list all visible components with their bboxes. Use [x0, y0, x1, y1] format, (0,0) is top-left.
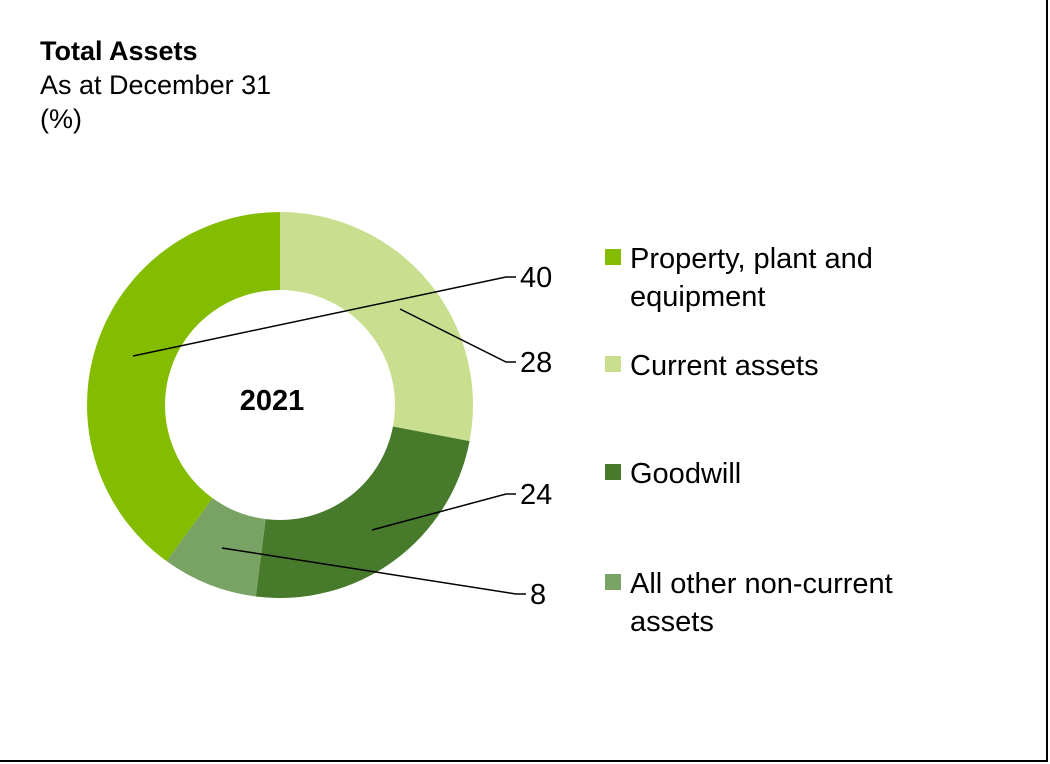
slice-current-assets [280, 212, 473, 442]
legend-item-goodwill: Goodwill [605, 455, 950, 493]
legend-swatch [605, 249, 621, 265]
legend-swatch [605, 464, 621, 480]
chart-unit-label: (%) [40, 104, 82, 134]
legend-label: Property, plant and equipment [630, 243, 873, 313]
data-label-current-assets: 28 [520, 347, 552, 379]
leader-line-goodwill [371, 493, 516, 531]
legend-swatch [605, 356, 621, 372]
legend-label: All other non-current assets [630, 568, 893, 638]
legend-item-current-assets: Current assets [605, 347, 950, 385]
leader-line-all-other-non-current-assets [221, 547, 526, 595]
data-label-goodwill: 24 [520, 479, 552, 511]
legend-item-all-other-non-current-assets: All other non-current assets [605, 565, 950, 641]
legend-label: Current assets [630, 350, 819, 382]
slice-all-other-non-current-assets [166, 498, 266, 597]
slice-property-plant-and-equipment [87, 212, 280, 562]
legend-swatch [605, 574, 621, 590]
legend-label: Goodwill [630, 458, 742, 490]
legend-item-property-plant-equipment: Property, plant and equipment [605, 240, 950, 316]
leader-line-current-assets [399, 308, 516, 363]
data-label-all-other-non-current-assets: 8 [530, 579, 546, 611]
chart-subtitle: As at December 31 [40, 70, 272, 100]
chart-title: Total Assets [40, 36, 198, 66]
title-block: Total Assets As at December 31 (%) [40, 34, 271, 136]
data-label-property-plant-and-equipment: 40 [520, 262, 552, 294]
center-label: 2021 [240, 385, 305, 417]
leader-line-property-plant-and-equipment [132, 276, 516, 357]
slice-goodwill [255, 426, 470, 598]
